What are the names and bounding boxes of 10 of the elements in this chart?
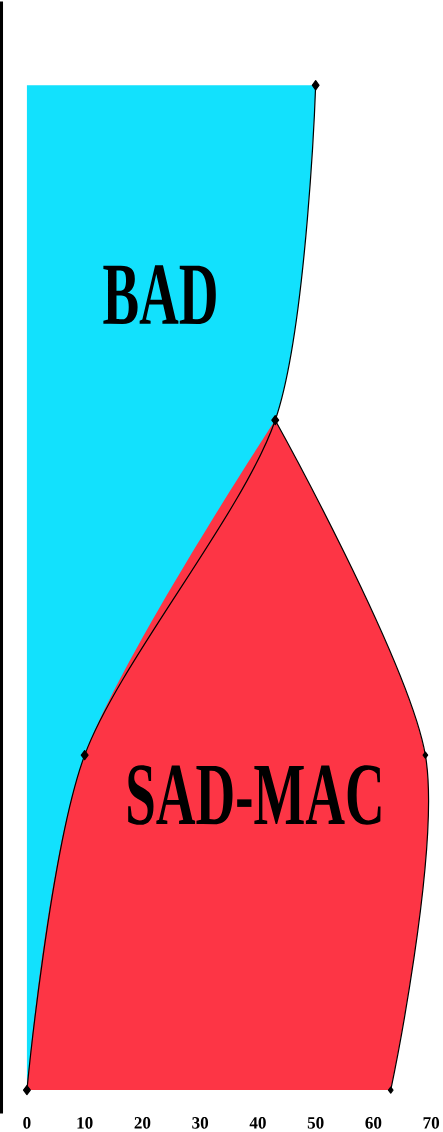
x-tick-label: 50 xyxy=(307,1117,324,1129)
x-tick-label: 20 xyxy=(134,1117,151,1129)
x-tick-label: 70 xyxy=(423,1117,440,1129)
x-tick-label: 0 xyxy=(23,1117,31,1129)
series-label: BAD xyxy=(103,265,216,325)
x-tick-label: 60 xyxy=(365,1117,382,1129)
series-label: SAD-MAC xyxy=(128,765,381,825)
x-tick-label: 40 xyxy=(249,1117,266,1129)
x-tick-label: 10 xyxy=(77,1117,93,1129)
x-tick-label: 30 xyxy=(192,1117,209,1129)
